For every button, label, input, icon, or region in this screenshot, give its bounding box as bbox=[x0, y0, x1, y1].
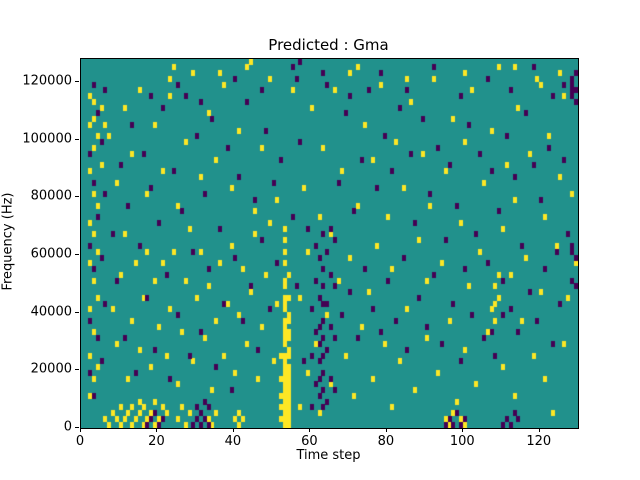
x-tick-label: 120 bbox=[526, 434, 552, 449]
y-tick-label: 120000 bbox=[22, 73, 72, 89]
plot-area bbox=[80, 58, 579, 429]
x-tick-label: 20 bbox=[148, 434, 165, 449]
y-tick-label: 80000 bbox=[30, 188, 72, 204]
x-tick-mark bbox=[309, 428, 311, 432]
x-axis-label: Time step bbox=[296, 448, 361, 463]
y-tick-mark bbox=[75, 254, 79, 256]
y-tick-mark bbox=[75, 311, 79, 313]
x-tick-mark bbox=[156, 428, 158, 432]
y-tick-label: 20000 bbox=[30, 361, 72, 377]
y-tick-mark bbox=[75, 138, 79, 140]
x-tick-label: 40 bbox=[224, 434, 242, 449]
x-tick-mark bbox=[232, 428, 234, 432]
y-tick-label: 0 bbox=[63, 419, 72, 435]
x-tick-label: 80 bbox=[377, 434, 395, 449]
chart-title: Predicted : Gma bbox=[268, 36, 389, 54]
x-tick-mark bbox=[385, 428, 387, 432]
x-tick-label: 60 bbox=[301, 434, 318, 449]
x-tick-mark bbox=[462, 428, 464, 432]
y-tick-mark bbox=[75, 369, 79, 371]
y-tick-mark bbox=[75, 427, 79, 428]
x-tick-mark bbox=[538, 428, 540, 432]
x-tick-label: 0 bbox=[75, 434, 85, 449]
y-tick-label: 100000 bbox=[22, 131, 72, 147]
y-tick-mark bbox=[75, 81, 79, 83]
x-tick-mark bbox=[80, 428, 81, 432]
y-tick-mark bbox=[75, 196, 79, 198]
y-tick-label: 60000 bbox=[30, 246, 72, 262]
x-tick-label: 100 bbox=[449, 434, 475, 449]
y-tick-label: 40000 bbox=[30, 304, 72, 320]
heatmap-canvas bbox=[81, 59, 578, 428]
